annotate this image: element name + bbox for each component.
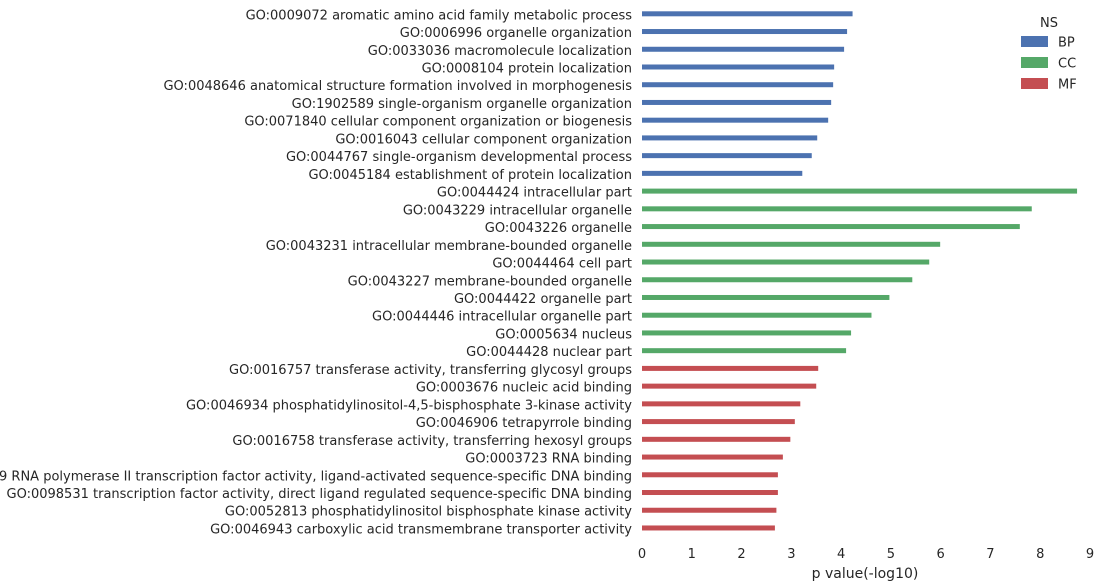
bar-mf: [642, 436, 791, 442]
y-tick-label: GO:0003723 RNA binding: [465, 452, 632, 467]
y-tick-label: GO:0046906 tetrapyrrole binding: [416, 416, 632, 431]
bar-cc: [642, 206, 1032, 212]
legend-swatch-cc: [1021, 57, 1048, 68]
y-tick-labels: GO:0009072 aromatic amino acid family me…: [0, 8, 632, 537]
bar-bp: [642, 99, 832, 105]
bar-cc: [642, 330, 852, 336]
y-tick-label: GO:0052813 phosphatidylinositol bisphosp…: [225, 505, 632, 520]
legend-swatch-mf: [1021, 78, 1048, 89]
x-tick-label: 0: [638, 547, 646, 562]
y-tick-label: GO:0016758 transferase activity, transfe…: [232, 434, 632, 449]
bar-cc: [642, 294, 890, 300]
bar-bp: [642, 46, 845, 52]
bar-mf: [642, 365, 819, 371]
y-tick-label: GO:0003676 nucleic acid binding: [416, 381, 632, 396]
y-tick-label: GO:0044464 cell part: [492, 257, 632, 272]
legend: NS BP CC MF: [1021, 16, 1077, 93]
bar-mf: [642, 490, 778, 496]
y-tick-label: GO:0071840 cellular component organizati…: [244, 115, 632, 130]
y-tick-label: GO:0033036 macromolecule localization: [368, 44, 632, 59]
bar-mf: [642, 383, 817, 389]
y-tick-label: GO:0044446 intracellular organelle part: [372, 310, 632, 325]
bar-cc: [642, 348, 847, 354]
bar-bp: [642, 117, 829, 123]
x-tick-label: 1: [688, 547, 696, 562]
bar-mf: [642, 472, 778, 478]
x-tick-label: 9: [1086, 547, 1094, 562]
bar-cc: [642, 259, 930, 265]
y-tick-label: GO:0004879 RNA polymerase II transcripti…: [0, 469, 632, 484]
y-tick-label: GO:0005634 nucleus: [495, 327, 632, 342]
bar-bp: [642, 29, 848, 35]
bar-bp: [642, 170, 803, 176]
bar-mf: [642, 401, 801, 407]
y-tick-label: GO:0008104 protein localization: [422, 61, 632, 76]
y-tick-label: GO:0043231 intracellular membrane-bounde…: [266, 239, 632, 254]
bar-mf: [642, 454, 783, 460]
y-tick-label: GO:0016043 cellular component organizati…: [335, 132, 632, 147]
y-tick-label: GO:0098531 transcription factor activity…: [7, 487, 632, 502]
y-tick-label: GO:0045184 establishment of protein loca…: [308, 168, 632, 183]
y-tick-label: GO:0044424 intracellular part: [437, 186, 632, 201]
bars-group: [642, 11, 1078, 531]
x-tick-labels: 0 1 2 3 4 5 6 7 8 9: [638, 547, 1094, 562]
x-tick-label: 3: [787, 547, 795, 562]
bar-bp: [642, 64, 835, 70]
legend-title: NS: [1040, 16, 1058, 31]
legend-label-bp: BP: [1058, 36, 1075, 51]
bar-bp: [642, 82, 834, 88]
x-tick-label: 5: [887, 547, 895, 562]
bar-bp: [642, 153, 812, 159]
y-tick-label: GO:0043227 membrane-bounded organelle: [348, 274, 632, 289]
bar-mf: [642, 507, 777, 513]
y-tick-label: GO:0006996 organelle organization: [400, 26, 632, 41]
legend-label-cc: CC: [1058, 57, 1076, 72]
legend-label-mf: MF: [1058, 78, 1077, 93]
y-tick-label: GO:0044422 organelle part: [454, 292, 632, 307]
y-tick-label: GO:0048646 anatomical structure formatio…: [163, 79, 632, 94]
bar-mf: [642, 419, 795, 425]
y-tick-label: GO:0009072 aromatic amino acid family me…: [246, 8, 633, 23]
legend-swatch-bp: [1021, 36, 1048, 47]
x-tick-label: 2: [737, 547, 745, 562]
bar-mf: [642, 525, 775, 531]
y-tick-label: GO:0044428 nuclear part: [466, 345, 632, 360]
bar-bp: [642, 11, 853, 17]
y-tick-label: GO:0046934 phosphatidylinositol-4,5-bisp…: [186, 398, 632, 413]
x-tick-label: 6: [937, 547, 945, 562]
bar-cc: [642, 312, 872, 318]
bar-cc: [642, 277, 913, 283]
x-tick-label: 7: [986, 547, 994, 562]
x-tick-label: 8: [1036, 547, 1044, 562]
x-tick-label: 4: [837, 547, 845, 562]
bar-cc: [642, 188, 1078, 194]
y-tick-label: GO:0044767 single-organism developmental…: [286, 150, 632, 165]
bar-cc: [642, 241, 941, 247]
bar-cc: [642, 224, 1020, 230]
bar-bp: [642, 135, 818, 141]
y-tick-label: GO:0043226 organelle: [485, 221, 632, 236]
y-tick-label: GO:1902589 single-organism organelle org…: [292, 97, 632, 112]
y-tick-label: GO:0046943 carboxylic acid transmembrane…: [210, 522, 632, 537]
y-tick-label: GO:0016757 transferase activity, transfe…: [229, 363, 632, 378]
y-tick-label: GO:0043229 intracellular organelle: [403, 203, 632, 218]
x-axis-label: p value(-log10): [812, 566, 919, 582]
